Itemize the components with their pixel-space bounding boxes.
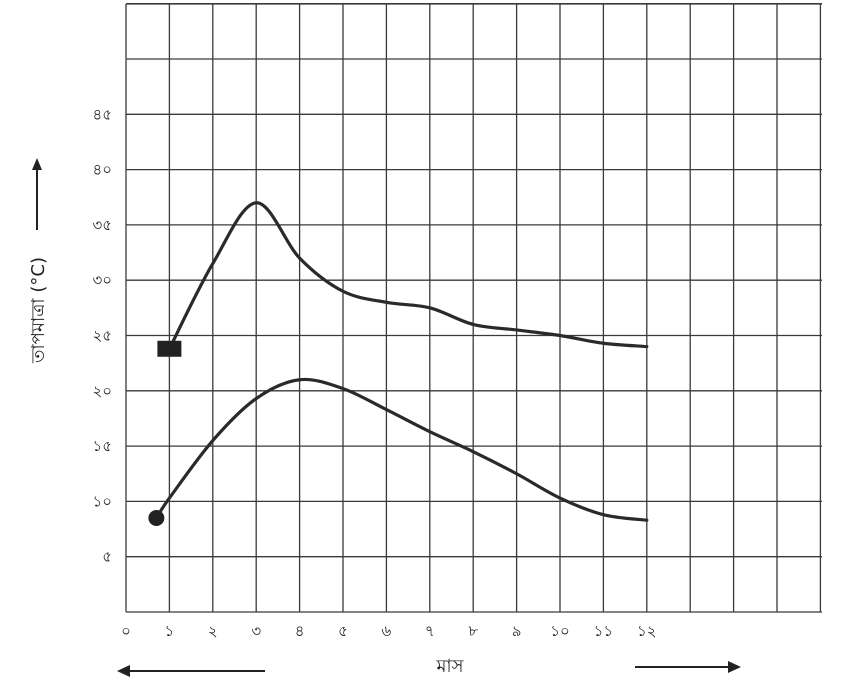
x-axis-label: মাস [435,656,464,677]
x-tick-label: ৫ [338,622,348,640]
y-tick-label: ৩৫ [93,216,113,234]
series-line-2 [154,377,649,522]
y-axis-ticks: ৫ ১০ ১৫ ২০ ২৫ ৩০ ৩৫ ৪০ ৪৫ [92,105,112,565]
y-tick-label: ১০ [93,492,113,510]
x-tick-label: ৮ [468,622,478,640]
x-tick-label: ১২ [637,622,657,640]
x-tick-label: ১ [165,622,175,640]
x-tick-label: ৬ [382,622,392,640]
series-line-1 [167,201,649,351]
x-tick-label: ১১ [594,622,613,640]
y-tick-label: ৩০ [92,271,112,289]
x-tick-label: ৯ [512,622,522,640]
y-tick-label: ৪০ [93,161,113,179]
y-axis-label: তাপমাত্রা (°C) [28,257,49,364]
x-tick-label: ৩ [251,622,261,640]
y-tick-label: ৪৫ [93,105,112,123]
y-tick-label: ১৫ [93,437,112,455]
x-tick-label: ২ [208,622,218,640]
y-tick-label: ২০ [92,382,112,400]
x-tick-label: ৭ [425,622,435,640]
x-axis-arrow-left [117,665,265,677]
grid [125,3,822,613]
square-marker [157,340,182,357]
x-tick-label: ৪ [295,622,305,640]
series-layer [148,201,649,526]
y-tick-label: ২৫ [93,327,113,345]
x-axis-ticks: ০ ১ ২ ৩ ৪ ৫ ৬ ৭ ৮ ৯ ১০ ১১ ১২ [121,622,656,640]
x-axis-arrow-right [635,661,741,673]
y-tick-label: ৫ [102,548,112,566]
circle-marker [148,509,165,526]
x-tick-label: ০ [121,622,131,640]
x-tick-label: ১০ [550,622,570,640]
y-axis-arrow [32,158,42,230]
